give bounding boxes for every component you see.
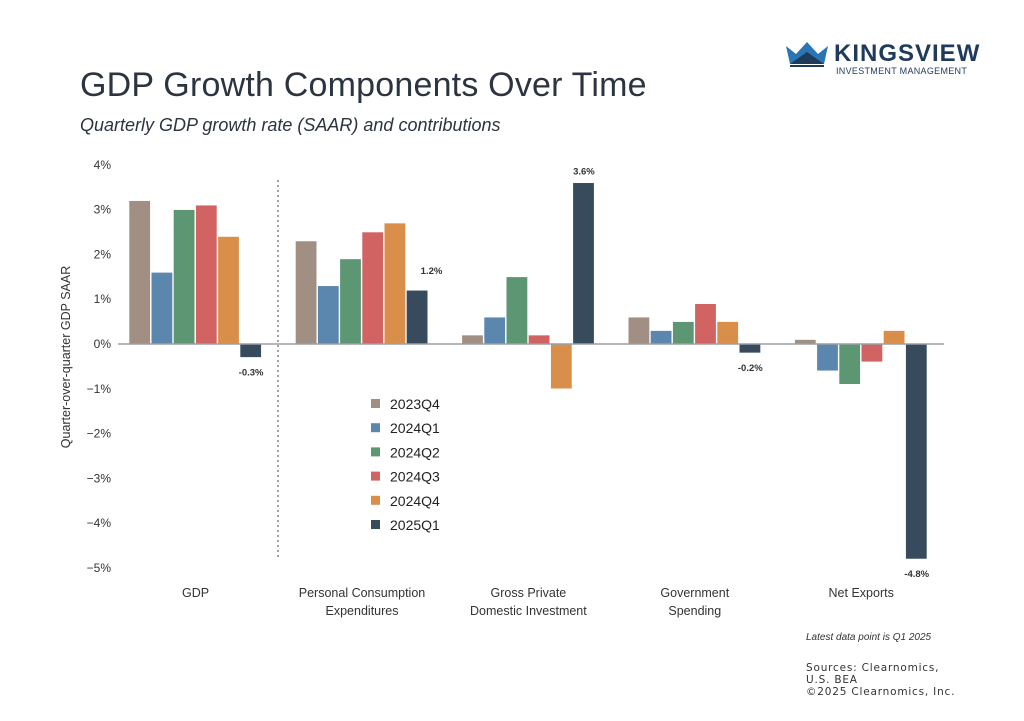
bar-2024q1 <box>483 316 506 345</box>
bar-2025q1 <box>572 182 595 345</box>
legend-swatch <box>371 495 380 505</box>
legend-label: 2024Q1 <box>390 420 440 436</box>
y-tick-label: 1% <box>94 292 112 306</box>
logo-name: KINGSVIEW <box>834 40 981 67</box>
sources-line-2: U.S. BEA <box>806 674 858 686</box>
category-label: Personal Consumption Expenditures <box>299 586 426 618</box>
y-tick-label: −2% <box>87 427 112 441</box>
bar-2024q4 <box>383 222 406 345</box>
y-tick-label: −4% <box>87 516 112 530</box>
category-label: Net Exports <box>829 586 894 600</box>
y-tick-label: −5% <box>87 561 112 575</box>
bar-2025q1 <box>738 343 761 354</box>
data-label: 1.2% <box>421 266 443 277</box>
copyright: ©2025 Clearnomics, Inc. <box>806 686 956 698</box>
bar-2024q3 <box>361 231 384 345</box>
bar-2024q1 <box>317 285 340 345</box>
legend-swatch <box>371 471 380 481</box>
bar-2024q1 <box>816 343 839 372</box>
category-label: Government Spending <box>660 586 729 618</box>
bar-2024q4 <box>883 330 906 345</box>
legend-label: 2023Q4 <box>390 396 440 412</box>
chart-subtitle: Quarterly GDP growth rate (SAAR) and con… <box>80 115 501 135</box>
legend-label: 2024Q4 <box>390 493 440 509</box>
bar-2025q1 <box>406 289 429 345</box>
legend-label: 2024Q3 <box>390 469 440 485</box>
legend: 2023Q4 2024Q1 2024Q2 2024Q3 2024Q4 2025Q1 <box>371 396 440 533</box>
bar-2023q4 <box>128 200 151 345</box>
legend-swatch <box>371 447 380 457</box>
category-label: GDP <box>182 586 209 600</box>
y-tick-label: −3% <box>87 471 112 485</box>
bar-2024q1 <box>150 272 173 345</box>
bar-2024q2 <box>838 343 861 385</box>
legend-swatch <box>371 423 380 433</box>
bar-2024q4 <box>217 236 240 345</box>
data-label: -0.3% <box>239 367 264 378</box>
y-tick-label: −1% <box>87 382 112 396</box>
y-tick-label: 2% <box>94 247 112 261</box>
bar-2024q4 <box>716 321 739 345</box>
logo-tagline: INVESTMENT MANAGEMENT <box>836 66 968 76</box>
bar-2025q1 <box>239 343 262 358</box>
bar-2024q2 <box>173 209 196 345</box>
legend-label: 2024Q2 <box>390 444 440 460</box>
bar-2023q4 <box>461 334 484 345</box>
bar-2024q2 <box>339 258 362 345</box>
bar-2024q3 <box>694 303 717 345</box>
bar-2023q4 <box>627 316 650 345</box>
y-axis-label: Quarter-over-quarter GDP SAAR <box>59 266 73 448</box>
latest-data-note: Latest data point is Q1 2025 <box>806 632 932 643</box>
bar-2025q1 <box>905 343 928 560</box>
legend-swatch <box>371 520 380 529</box>
bar-2024q1 <box>650 330 673 345</box>
bar-2024q3 <box>195 204 218 345</box>
y-tick-label: 4% <box>94 158 112 172</box>
bar-2024q2 <box>505 276 528 345</box>
crown-icon <box>786 42 828 67</box>
category-label: Gross Private Domestic Investment <box>470 586 587 618</box>
data-label: -0.2% <box>738 363 763 374</box>
y-tick-label: 0% <box>94 337 112 351</box>
data-label: 3.6% <box>573 167 595 178</box>
legend-swatch <box>371 399 380 408</box>
data-label: -4.8% <box>904 569 929 580</box>
bar-2024q4 <box>550 343 573 390</box>
y-tick-label: 3% <box>94 203 112 217</box>
chart-title: GDP Growth Components Over Time <box>80 66 647 104</box>
sources: Sources: Clearnomics, U.S. BEA ©2025 Cle… <box>806 662 955 698</box>
sources-line-1: Sources: Clearnomics, <box>806 662 940 674</box>
bar-2024q3 <box>528 334 551 345</box>
kingsview-logo: KINGSVIEW INVESTMENT MANAGEMENT <box>786 38 979 78</box>
bar-2023q4 <box>295 240 318 345</box>
bar-2024q2 <box>672 321 695 345</box>
bar-2024q3 <box>860 343 883 363</box>
legend-label: 2025Q1 <box>390 517 440 533</box>
